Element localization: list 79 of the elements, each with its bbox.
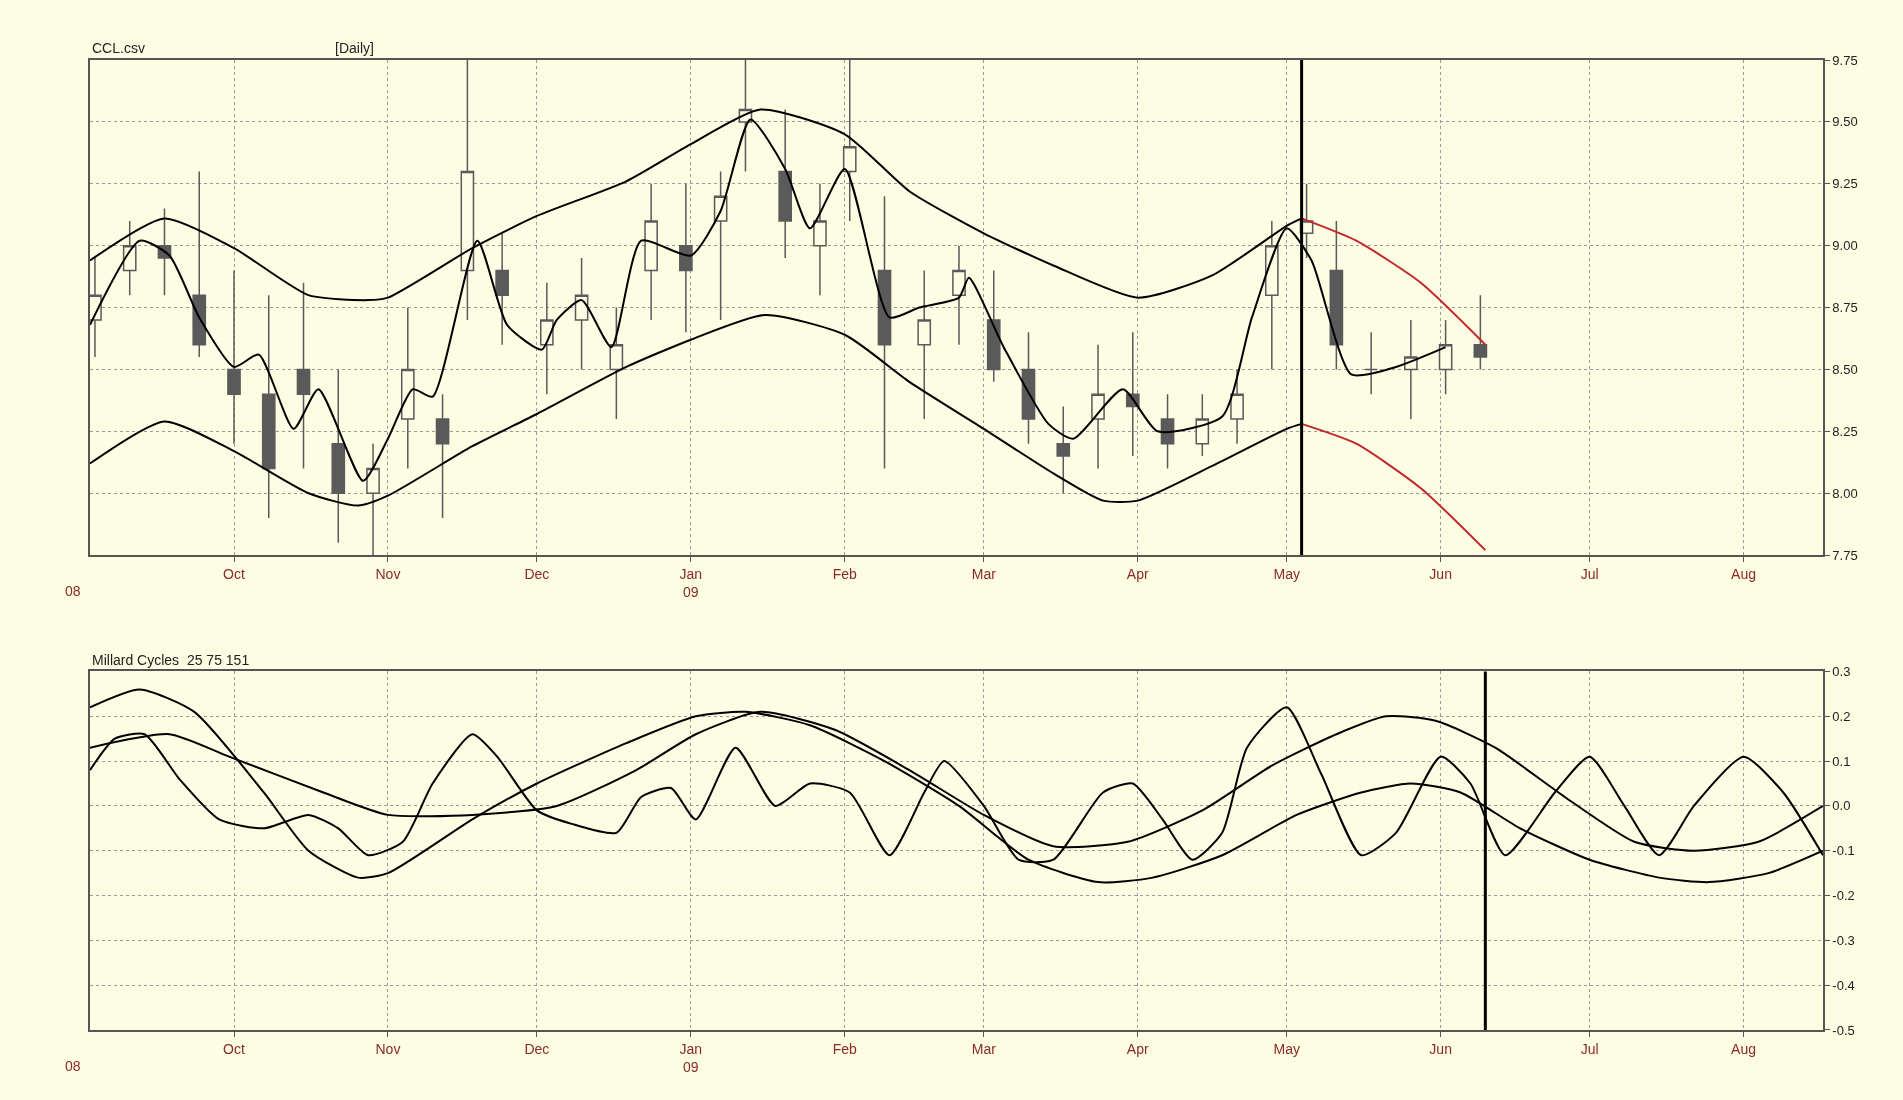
x-tick-label: May <box>1273 1040 1300 1057</box>
y-tick-label: 9.25 <box>1832 176 1858 192</box>
x-tick-label: Oct <box>223 1040 245 1057</box>
y-tick-label: 7.75 <box>1832 547 1858 563</box>
y-tick-label: 9.00 <box>1832 238 1858 254</box>
text: [Daily] <box>335 40 374 56</box>
candlestick <box>1021 331 1036 445</box>
candlestick <box>644 183 658 321</box>
candlestick <box>1056 405 1071 494</box>
x-tick-label: Feb <box>832 565 858 582</box>
y-tick-label: 8.75 <box>1832 300 1858 316</box>
x-tick-label: Aug <box>1731 565 1757 582</box>
x-tick-label: Nov <box>375 1040 401 1057</box>
y-tick-label: 0.2 <box>1832 708 1851 724</box>
candlestick <box>1438 319 1453 395</box>
line-series <box>1300 217 1487 346</box>
y-tick-label: -0.4 <box>1832 977 1855 993</box>
y-tick-label: 9.75 <box>1832 52 1858 68</box>
candlestick <box>192 170 207 358</box>
y-tick-label: 8.00 <box>1832 485 1858 501</box>
candlestick <box>1473 294 1488 371</box>
y-tick-label: 0.1 <box>1832 753 1851 769</box>
x-tick-label: Jul <box>1580 1040 1599 1057</box>
chart-title: CCL.csv <box>92 40 145 56</box>
x-tick-label: Jan 09 <box>679 565 703 600</box>
candlestick <box>713 170 728 321</box>
text: 08 <box>65 583 81 599</box>
candlestick <box>1364 331 1378 395</box>
candlestick <box>495 232 509 346</box>
y-tick-label: 0.3 <box>1832 664 1851 680</box>
y-tick-label: 8.50 <box>1832 361 1858 377</box>
x-tick-label: Jul <box>1580 565 1599 582</box>
candlestick <box>122 220 137 296</box>
candlestick <box>1230 368 1244 445</box>
candlestick <box>986 269 1001 383</box>
candlestick <box>540 282 554 395</box>
candlestick <box>952 244 966 346</box>
y-tick-label: -0.3 <box>1832 932 1855 948</box>
candlestick <box>1329 220 1344 371</box>
candlestick <box>778 108 793 259</box>
text: 08 <box>65 1058 81 1074</box>
y-tick-label: 8.25 <box>1832 423 1858 439</box>
x-tick-label: Apr <box>1126 1040 1149 1057</box>
candlestick <box>1091 343 1105 470</box>
candlestick <box>400 306 415 470</box>
x-tick-label: May <box>1273 565 1300 582</box>
y-tick-label: 0.0 <box>1832 798 1851 814</box>
candlestick <box>679 183 693 334</box>
y-tick-label: 9.50 <box>1832 114 1858 130</box>
x-tick-label: Dec <box>524 1040 550 1057</box>
candlestick <box>1404 319 1418 420</box>
x-tick-label: Jun <box>1429 565 1452 582</box>
candlestick <box>609 306 624 420</box>
candlestick <box>1195 393 1210 457</box>
candlestick <box>917 269 932 420</box>
line-series <box>1300 422 1487 552</box>
x-tick-label: Mar <box>971 565 997 582</box>
candlestick <box>1125 331 1140 457</box>
candlestick <box>574 257 589 371</box>
candlestick <box>1264 220 1279 371</box>
x-tick-label: Dec <box>524 565 550 582</box>
x-tick-label: Aug <box>1731 1040 1757 1057</box>
candlestick <box>877 195 892 470</box>
y-tick-label: -0.1 <box>1832 843 1855 859</box>
x-tick-label: Feb <box>832 1040 858 1057</box>
x-tick-label: Jan 09 <box>679 1040 703 1075</box>
x-tick-label: Jun <box>1429 1040 1452 1057</box>
candlestick <box>331 368 346 544</box>
x-tick-label: Apr <box>1126 565 1149 582</box>
candlestick <box>813 183 827 296</box>
y-tick-label: -0.2 <box>1832 888 1855 904</box>
x-tick-label: Oct <box>223 565 245 582</box>
candlestick <box>435 393 450 519</box>
candlestick <box>261 294 276 519</box>
x-tick-label: Mar <box>971 1040 997 1057</box>
y-tick-label: -0.5 <box>1832 1022 1855 1038</box>
candlestick <box>296 282 311 470</box>
x-tick-label: Nov <box>375 565 401 582</box>
chart-title: Millard Cycles 25 75 151 <box>92 652 250 668</box>
